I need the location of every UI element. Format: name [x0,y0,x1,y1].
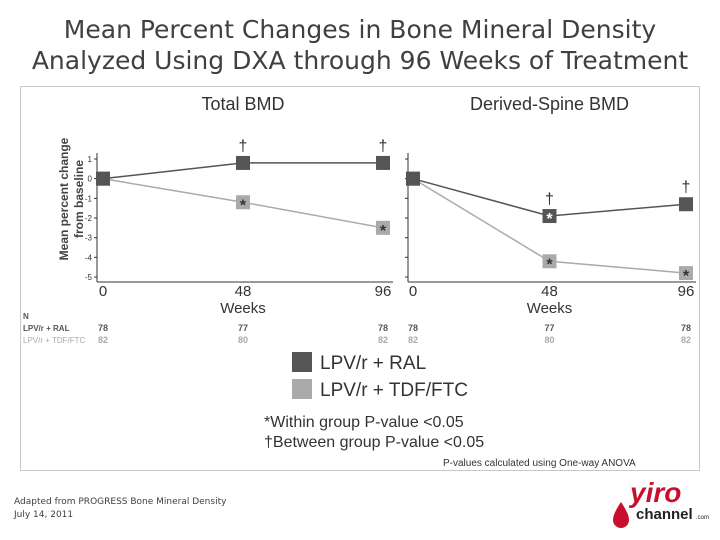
legend-label-tdf: LPV/r + TDF/FTC [320,380,468,401]
n-value: 78 [408,323,418,333]
y-tick-label: 0 [88,175,93,184]
panel-title: Derived-Spine BMD [470,94,629,114]
legend: LPV/r + RAL LPV/r + TDF/FTC [292,352,468,401]
n-value: 77 [544,323,554,333]
y-tick-label: -5 [85,273,93,282]
y-tick-label: -1 [85,194,93,203]
y-axis-label: Mean percent change from baseline [57,137,86,260]
data-point [679,197,693,212]
n-value: 82 [681,335,691,345]
bmd-chart-svg: Mean percent change from baseline Total … [23,94,696,469]
data-point [542,209,557,224]
between-group-marker: † [545,191,554,208]
viro-channel-logo: yiro channel .com [613,478,709,528]
n-value: 78 [681,323,691,333]
x-tick-label: 48 [235,283,252,300]
slide-title: Mean Percent Changes in Bone Mineral Den… [0,14,720,76]
logo-word-channel: channel [636,506,693,523]
within-group-marker: * [380,223,387,240]
legend-swatch-ral [292,352,312,372]
n-row-label-ral: LPV/r + RAL [23,324,70,333]
n-row-label-tdf: LPV/r + TDF/FTC [23,336,86,345]
y-tick-label: -4 [85,253,93,262]
data-point [236,195,250,210]
logo-word-viro: yiro [628,478,681,508]
y-axis-label-line2: from baseline [72,160,86,238]
within-group-marker: * [683,268,690,285]
within-group-marker: * [546,256,553,273]
data-point [236,155,250,170]
n-value: 78 [98,323,108,333]
x-axis-label: Weeks [220,300,266,317]
logo-suffix: .com [696,515,709,521]
total-bmd-panel: Total BMD 1 0 -1 -2 -3 -4 -5 0 48 96 Weeks * * † † 78 77 7… [85,94,393,345]
bmd-figure: Mean percent change from baseline Total … [20,86,700,471]
x-tick-label: 0 [99,283,107,300]
n-value: 80 [238,335,248,345]
anova-note: P-values calculated using One-way ANOVA [443,458,636,469]
footnote: Adapted from PROGRESS Bone Mineral Densi… [14,496,226,522]
n-value: 80 [544,335,554,345]
x-tick-label: 48 [541,283,558,300]
x-axis-label: Weeks [527,300,573,317]
data-point [96,171,110,186]
y-tick-label: 1 [88,155,93,164]
n-value: 82 [408,335,418,345]
between-group-marker: † [239,138,248,155]
slide-title-line2: Analyzed Using DXA through 96 Weeks of T… [31,46,689,75]
between-group-note: †Between group P-value <0.05 [264,434,484,451]
data-point [542,254,557,269]
n-header: N [23,312,29,321]
n-value: 78 [378,323,388,333]
footnote-date: July 14, 2011 [14,510,74,520]
derived-spine-bmd-panel: Derived-Spine BMD 0 48 96 Weeks * * * † † 78 77 78 82… [405,94,696,345]
x-tick-label: 0 [409,283,417,300]
x-tick-label: 96 [678,283,695,300]
x-tick-label: 96 [375,283,392,300]
slide-title-line1: Mean Percent Changes in Bone Mineral Den… [63,15,657,44]
footnote-source: Adapted from PROGRESS Bone Mineral Densi… [14,497,227,507]
y-tick-label: -2 [85,214,93,223]
within-group-marker: * [546,211,553,228]
data-point [679,266,693,281]
between-group-marker: † [682,179,691,196]
legend-swatch-tdf [292,379,312,399]
data-point [406,171,420,186]
within-group-note: *Within group P-value <0.05 [264,414,464,431]
drop-icon [613,502,629,528]
legend-label-ral: LPV/r + RAL [320,353,426,374]
data-point [376,220,390,235]
y-tick-label: -3 [85,234,93,243]
n-value: 77 [238,323,248,333]
between-group-marker: † [379,138,388,155]
within-group-marker: * [240,197,247,214]
n-value: 82 [378,335,388,345]
y-axis-label-line1: Mean percent change [57,137,71,260]
data-point [376,155,390,170]
n-value: 82 [98,335,108,345]
panel-title: Total BMD [201,94,284,114]
